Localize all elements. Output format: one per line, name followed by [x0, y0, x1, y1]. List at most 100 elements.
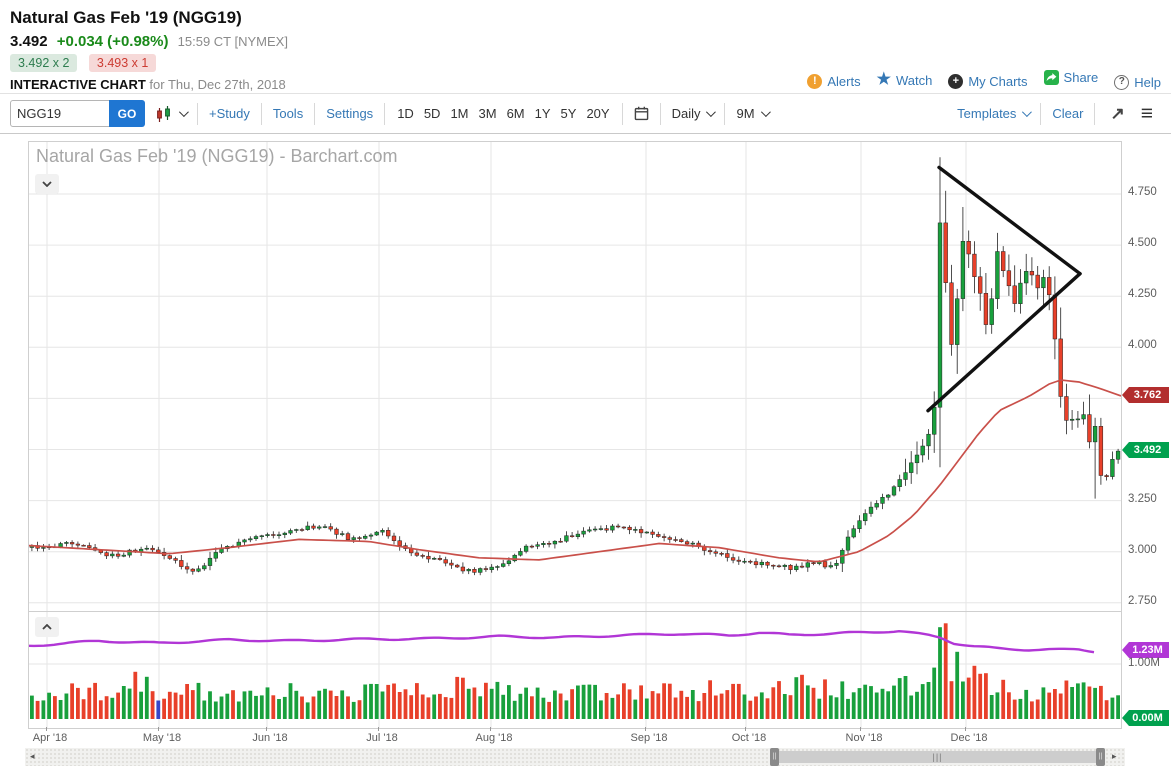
- help-icon: ?: [1114, 74, 1130, 90]
- symbol-input[interactable]: [10, 100, 110, 127]
- frequency-dropdown[interactable]: Daily: [672, 106, 717, 121]
- add-study-button[interactable]: +Study: [209, 106, 250, 121]
- period-button-1m[interactable]: 1M: [450, 106, 469, 121]
- time-axis-tick: [46, 727, 47, 731]
- expand-arrow-icon[interactable]: ↗: [1110, 103, 1125, 123]
- go-button[interactable]: GO: [109, 100, 145, 127]
- header-link-share[interactable]: Share: [1043, 70, 1098, 85]
- chart-toolbar: GO +Study Tools Settings 1D 5D 1M 3M 6M 1Y 5Y 2…: [0, 94, 1171, 134]
- toolbar-separator: [260, 102, 262, 125]
- price-axis[interactable]: 4.750 4.500 4.250 4.000 3.250 3.000 2.750 3.762…: [1121, 141, 1171, 727]
- chart-scrollbar[interactable]: ◂ ▸ ||| || ||: [25, 748, 1125, 766]
- price-axis-label: 3.250: [1128, 493, 1157, 505]
- volume-axis-label: 1.00M: [1128, 657, 1160, 669]
- header-link-help[interactable]: ? Help: [1114, 74, 1161, 90]
- price-panel-canvas: [29, 142, 1121, 611]
- ask-badge: 3.493 x 1: [88, 54, 157, 72]
- toolbar-right-group: Templates Clear ↗ ≡: [953, 102, 1161, 126]
- scrollbar-thumb[interactable]: ||| || ||: [770, 748, 1105, 766]
- toolbar-separator: [314, 102, 316, 125]
- time-axis-label: Sep '18: [630, 732, 668, 744]
- last-price: 3.492: [10, 33, 48, 50]
- price-axis-label: 4.500: [1128, 237, 1157, 249]
- scroll-left-icon[interactable]: ◂: [30, 751, 35, 761]
- symbol-title: Natural Gas Feb '19 (NGG19): [10, 8, 242, 27]
- price-panel[interactable]: Natural Gas Feb '19 (NGG19) - Barchart.c…: [29, 142, 1121, 611]
- header-link-watch[interactable]: ★ Watch: [876, 71, 933, 88]
- period-button-1d[interactable]: 1D: [397, 106, 414, 121]
- time-axis-tick: [490, 727, 491, 731]
- time-axis-tick: [266, 727, 267, 731]
- toolbar-separator: [724, 102, 726, 125]
- bid-ask-row: 3.492 x 2 3.493 x 1: [10, 54, 1171, 72]
- time-axis-label: Jul '18: [366, 732, 398, 744]
- time-axis-label: Aug '18: [475, 732, 513, 744]
- time-axis-label: Jun '18: [252, 732, 288, 744]
- quote-header: Natural Gas Feb '19 (NGG19) 3.492 +0.034…: [0, 0, 1171, 94]
- menu-icon[interactable]: ≡: [1140, 101, 1153, 125]
- star-icon: ★: [876, 71, 891, 88]
- price-axis-label: 4.750: [1128, 186, 1157, 198]
- chart-plot-area: Natural Gas Feb '19 (NGG19) - Barchart.c…: [28, 141, 1122, 729]
- time-axis-label: Apr '18: [32, 732, 68, 744]
- candlestick-icon: [155, 105, 173, 123]
- calendar-icon: [634, 106, 649, 121]
- interactive-chart-label: INTERACTIVE CHART: [10, 77, 146, 92]
- templates-label: Templates: [957, 106, 1017, 121]
- range-value: 9M: [736, 106, 755, 121]
- chart-date: for Thu, Dec 27th, 2018: [149, 77, 286, 92]
- time-axis-label: Nov '18: [845, 732, 883, 744]
- volume-panel[interactable]: [29, 612, 1121, 728]
- chevron-down-icon: [178, 107, 189, 118]
- share-icon: [1043, 70, 1059, 85]
- toolbar-separator: [621, 102, 623, 125]
- price-axis-label: 4.250: [1128, 288, 1157, 300]
- templates-dropdown[interactable]: Templates: [957, 106, 1033, 121]
- time-axis-tick: [378, 727, 379, 731]
- range-dropdown[interactable]: 9M: [736, 106, 771, 121]
- toolbar-separator: [384, 102, 386, 125]
- collapse-panel-button[interactable]: [35, 174, 59, 194]
- scroll-right-icon[interactable]: ▸: [1112, 751, 1117, 761]
- plus-circle-icon: +: [948, 74, 964, 89]
- time-axis-label: Oct '18: [731, 732, 767, 744]
- chart-type-dropdown[interactable]: [155, 105, 189, 123]
- period-button-5d[interactable]: 5D: [423, 106, 441, 121]
- period-button-20y[interactable]: 20Y: [586, 106, 610, 121]
- calendar-button[interactable]: [634, 106, 649, 121]
- settings-button[interactable]: Settings: [326, 106, 374, 121]
- last-price-badge: 3.492: [1122, 442, 1169, 458]
- alert-icon: !: [807, 74, 823, 89]
- scrollbar-right-handle[interactable]: ||: [1096, 748, 1105, 766]
- time-axis[interactable]: Apr '18 May '18 Jun '18 Jul '18 Aug '18 …: [28, 727, 1120, 747]
- expand-panel-button[interactable]: [35, 617, 59, 637]
- time-axis-label: Dec '18: [950, 732, 988, 744]
- time-axis-tick: [860, 727, 861, 731]
- scrollbar-left-handle[interactable]: ||: [770, 748, 779, 766]
- bid-badge: 3.492 x 2: [10, 54, 78, 72]
- time-axis-tick: [158, 727, 159, 731]
- price-row: 3.492 +0.034 (+0.98%) 15:59 CT [NYMEX]: [10, 33, 1171, 50]
- price-axis-label: 3.000: [1128, 544, 1157, 556]
- volume-zero-badge: 0.00M: [1122, 710, 1169, 726]
- volume-panel-canvas: [29, 612, 1121, 728]
- period-button-3m[interactable]: 3M: [478, 106, 497, 121]
- header-link-alerts[interactable]: ! Alerts: [807, 74, 861, 89]
- chevron-down-icon: [760, 107, 771, 118]
- panel-divider: [29, 611, 1121, 612]
- period-button-5y[interactable]: 5Y: [560, 106, 577, 121]
- period-button-6m[interactable]: 6M: [506, 106, 525, 121]
- price-axis-label: 2.750: [1128, 595, 1157, 607]
- period-button-1y[interactable]: 1Y: [534, 106, 551, 121]
- scrollbar-grip: |||: [932, 752, 943, 762]
- chevron-down-icon: [706, 107, 717, 118]
- toolbar-separator: [197, 102, 198, 125]
- time-axis-tick: [965, 727, 966, 731]
- price-change: +0.034 (+0.98%): [56, 33, 169, 50]
- toolbar-separator: [1040, 102, 1042, 125]
- ma-price-badge: 3.762: [1122, 387, 1169, 403]
- clear-button[interactable]: Clear: [1052, 106, 1084, 121]
- tools-button[interactable]: Tools: [272, 106, 304, 121]
- header-link-my-charts[interactable]: + My Charts: [948, 74, 1028, 89]
